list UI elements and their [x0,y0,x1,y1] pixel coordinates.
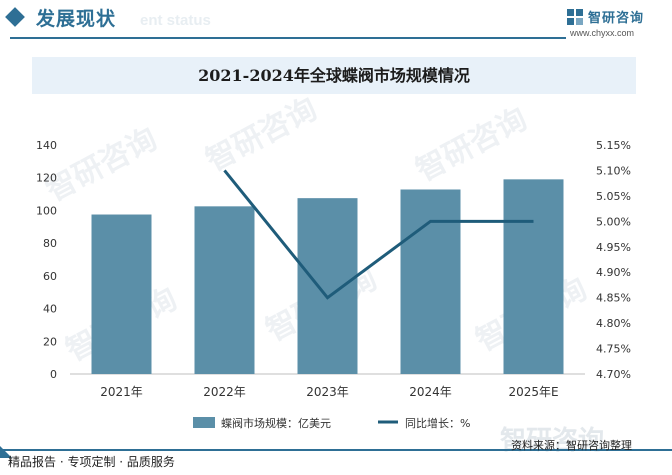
y-right-tick-label: 4.90% [596,266,631,279]
y-left-tick-label: 80 [43,237,57,250]
y-right-tick-label: 4.95% [596,241,631,254]
section-subtitle-ghost: ent status [140,12,211,29]
legend-line-label: 同比增长：% [405,416,470,430]
y-left-tick-label: 100 [36,204,57,217]
logo-name: 智研咨询 [588,11,645,26]
y-left-tick-label: 0 [50,368,57,381]
x-tick-label: 2022年 [203,385,246,399]
y-right-tick-label: 5.00% [596,215,631,228]
y-left-tick-label: 60 [43,270,57,283]
x-tick-label: 2021年 [100,385,143,399]
y-right-tick-label: 5.05% [596,190,631,203]
bar [503,179,564,374]
footer-services: 精品报告 · 专项定制 · 品质服务 [8,455,175,469]
footer-divider [0,449,672,451]
y-right-tick-label: 5.10% [596,164,631,177]
y-right-tick-label: 4.75% [596,343,631,356]
y-left-tick-label: 120 [36,172,57,185]
y-right-tick-label: 5.15% [596,139,631,152]
growth-line [223,169,534,300]
legend-bar-label: 蝶阀市场规模：亿美元 [221,416,331,430]
header-divider [10,37,566,39]
chart-title-band [32,57,636,94]
chart-title: 2021-2024年全球蝶阀市场规模情况 [198,66,470,85]
data-source: 资料来源：智研咨询整理 [511,439,632,452]
footer-triangle [0,446,12,458]
bar [297,198,358,374]
section-title: 发展现状 [36,8,117,30]
logo-url: www.chyxx.com [570,28,635,38]
header: 发展现状 ent status 智研咨询 www.chyxx.com [0,0,672,39]
y-right-tick-label: 4.70% [596,368,631,381]
x-tick-label: 2025年E [508,385,558,399]
y-left-tick-label: 20 [43,335,57,348]
logo-icon [567,9,583,25]
bar [91,214,152,374]
bar [400,189,461,374]
y-left-tick-label: 140 [36,139,57,152]
y-right-tick-label: 4.85% [596,292,631,305]
bar [194,206,255,374]
legend-bar-swatch [193,417,215,428]
y-right-tick-label: 4.80% [596,317,631,330]
x-tick-label: 2023年 [306,385,349,399]
x-tick-label: 2024年 [409,385,452,399]
y-left-tick-label: 40 [43,303,57,316]
